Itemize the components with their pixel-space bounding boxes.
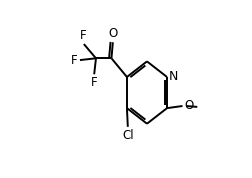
Text: F: F [90, 76, 97, 89]
Text: O: O [108, 27, 117, 40]
Text: N: N [168, 70, 177, 83]
Text: F: F [79, 29, 86, 42]
Text: Cl: Cl [121, 129, 133, 142]
Text: F: F [71, 54, 78, 67]
Text: O: O [183, 100, 193, 112]
